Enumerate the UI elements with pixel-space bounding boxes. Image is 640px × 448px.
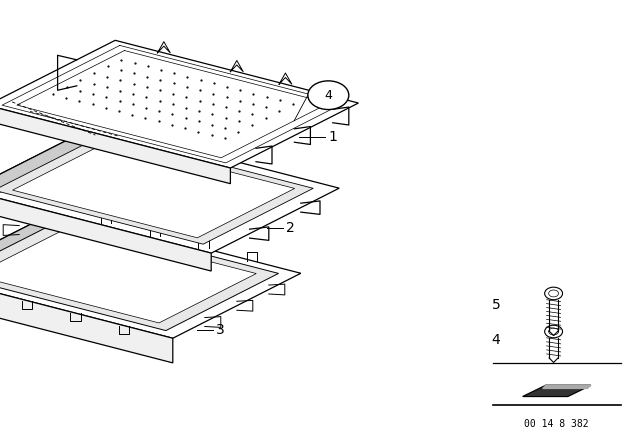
Polygon shape — [13, 141, 294, 238]
Text: 1: 1 — [328, 130, 337, 144]
Polygon shape — [0, 226, 256, 323]
Polygon shape — [0, 211, 301, 338]
Text: 3: 3 — [216, 323, 225, 337]
Polygon shape — [0, 125, 339, 253]
Polygon shape — [0, 40, 358, 168]
Text: 2: 2 — [287, 221, 295, 235]
Text: 4: 4 — [324, 89, 332, 102]
Text: 4: 4 — [492, 333, 500, 348]
Polygon shape — [543, 385, 591, 388]
Polygon shape — [0, 125, 96, 208]
Polygon shape — [0, 190, 211, 271]
Polygon shape — [0, 218, 278, 331]
Polygon shape — [0, 276, 173, 363]
Polygon shape — [0, 105, 230, 184]
Polygon shape — [0, 134, 313, 244]
Polygon shape — [0, 211, 58, 300]
Polygon shape — [523, 385, 591, 396]
Text: 00 14 8 382: 00 14 8 382 — [525, 419, 589, 429]
Text: 5: 5 — [492, 297, 500, 312]
Circle shape — [308, 81, 349, 109]
